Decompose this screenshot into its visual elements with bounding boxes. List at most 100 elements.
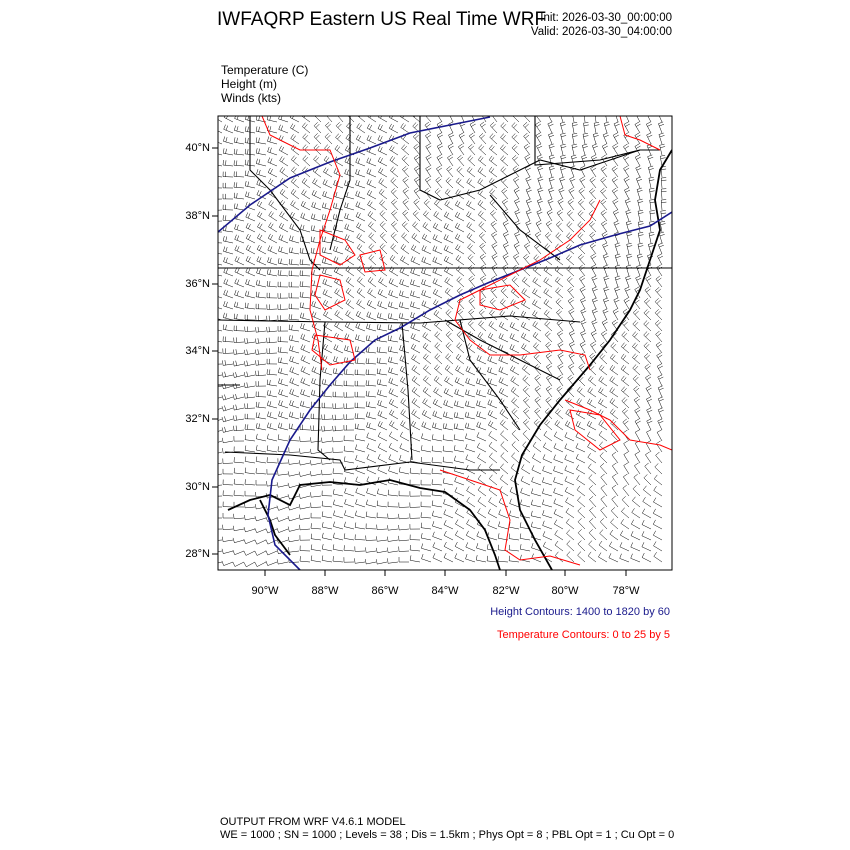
wind-barb [637,198,644,211]
wind-barb [222,524,234,530]
wind-barb [276,482,289,488]
wind-barb [244,467,256,475]
wind-barb [399,267,410,277]
wind-barb [244,349,256,356]
wind-barb [290,200,300,211]
wind-barb [577,496,586,508]
wind-barb [445,342,454,354]
wind-barb [277,458,289,464]
wind-barb [324,133,333,145]
wind-barb [402,198,410,211]
wind-barb [223,267,234,277]
wind-barb [568,341,575,354]
wind-barb [465,433,476,442]
wind-barb [501,198,509,211]
wind-barb [583,122,589,134]
wind-barb [232,537,245,544]
wind-barb [478,133,487,145]
wind-barb [377,453,388,464]
wind-barb [244,180,256,189]
wind-barb [332,499,344,508]
wind-barb [431,468,443,475]
wind-barb [421,245,432,255]
wind-barb [602,242,609,255]
wind-barb [477,464,487,475]
wind-barb [277,258,289,266]
wind-barb [277,470,289,476]
wind-barb [375,559,388,565]
wind-barb [223,278,234,288]
wind-barb [454,377,465,387]
wind-barb [354,402,366,409]
wind-barb [255,401,267,409]
wind-barb [311,366,322,376]
wind-barb [410,244,421,255]
wind-barb [532,453,542,464]
wind-barb [499,408,509,420]
wind-barb [365,401,377,409]
wind-barb [311,311,322,321]
wind-barb [290,155,300,167]
wind-barb [542,442,553,453]
wind-barb [288,303,300,310]
wind-barb [454,200,465,211]
wind-barb [266,337,278,344]
wind-barb [577,540,586,552]
wind-barb [399,365,410,376]
wind-barb [575,464,586,475]
wind-barb [367,288,377,299]
wind-barb [471,116,476,123]
temperature-contour-legend: Temperature Contours: 0 to 25 by 5 [496,629,670,641]
wind-barb [555,298,564,310]
wind-barb [465,366,476,376]
wind-barb [609,387,619,398]
wind-barb [411,365,421,376]
wind-barb [534,385,542,398]
wind-barb [355,134,366,145]
wind-barb [497,544,509,552]
wind-barb [623,451,630,464]
wind-barb [326,116,333,123]
wind-barb [421,300,432,310]
wind-barb [299,281,311,288]
wind-barb [310,236,322,244]
wind-barb [310,213,322,222]
wind-barb [655,451,663,464]
wind-barb [608,553,619,563]
wind-barb [523,242,531,255]
wind-barb [365,380,377,387]
wind-barb [399,290,410,299]
wind-barb [310,413,322,420]
wind-barb [466,497,476,508]
wind-barb [624,286,631,299]
wind-barb [646,396,653,409]
field-winds: Winds (kts) [221,91,281,105]
wind-barb [500,133,509,145]
wind-barb [621,397,630,409]
wind-barb [611,176,619,189]
wind-barb [542,541,553,552]
wind-barb [421,267,432,277]
wind-barb [579,352,586,365]
wind-barb [221,371,234,378]
wind-barb [479,242,487,255]
wind-barb [534,243,542,255]
wind-barb [354,434,366,442]
wind-barb [431,445,443,453]
wind-barb [299,236,311,244]
wind-barb [654,298,663,310]
wind-barb [431,510,443,519]
wind-barb [221,405,234,412]
wind-barb [579,286,586,299]
wind-barb [509,321,520,332]
wind-barb [218,274,223,277]
wind-barb [652,530,663,541]
wind-barb [626,253,633,266]
wind-barb [568,363,575,376]
wind-barb [345,298,355,310]
wind-barb [354,380,366,387]
wind-barb [588,529,597,541]
wind-barb [467,320,476,332]
wind-barb [576,386,586,398]
wind-barb [279,166,289,178]
